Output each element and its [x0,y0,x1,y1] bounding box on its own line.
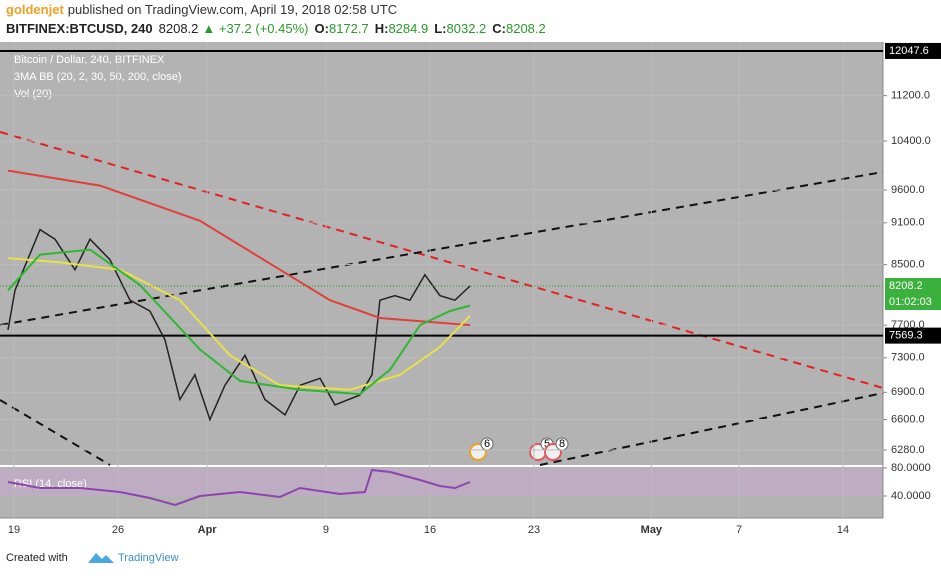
x-tick-label: 14 [837,524,849,536]
ohlc-key: O: [315,21,329,36]
header-line-1: goldenjet published on TradingView.com, A… [6,2,397,17]
y-tick-label: 9100.0 [891,217,925,229]
footer-brand[interactable]: TradingView [118,552,179,564]
x-tick-label: May [641,524,663,536]
series-line [7,257,471,391]
ohlc-value: 8284.9 [388,21,428,36]
ohlc-value: 8208.2 [506,21,546,36]
trendline [0,399,111,466]
level-label: 12047.6 [889,45,929,57]
x-tick-label: 7 [736,524,742,536]
level-tag [885,42,941,59]
brand-logo [88,553,114,563]
series-line [7,248,471,396]
x-tick-label: 16 [424,524,436,536]
y-tick-label: 40.0000 [891,490,931,502]
series-line [7,169,471,327]
ohlc: O:8172.7 H:8284.9 L:8032.2 C:8208.2 [315,21,546,36]
legend-item: Vol (20) [14,88,52,100]
x-tick-label: Apr [198,524,218,536]
footer-created: Created with [6,552,68,564]
event-markers: 6 5 8 [469,437,569,461]
y-tick-label: 6900.0 [891,386,925,398]
rsi-band [0,468,883,496]
y-tick-label: 10400.0 [891,135,931,147]
published: published on TradingView.com, April 19, … [68,2,397,17]
level-tag [885,327,941,344]
trendlines [0,131,884,466]
symbol: BITFINEX:BTCUSD, 240 [6,21,153,36]
event-count: 6 [484,438,490,450]
last-price-label: 8208.2 [889,280,923,292]
series-line [7,468,471,507]
event-count: 8 [559,438,565,450]
header-line-2: BITFINEX:BTCUSD, 240 8208.2 ▲ +37.2 (+0.45… [6,21,546,36]
x-tick-label: 23 [528,524,540,536]
x-tick-label: 9 [323,524,329,536]
countdown-tag [885,293,941,310]
price-pane [0,42,883,465]
y-tick-label: 6280.0 [891,444,925,456]
y-tick-label: 6600.0 [891,413,925,425]
countdown-label: 01:02:03 [889,296,932,308]
y-tick-label: 9600.0 [891,184,925,196]
trendline [0,171,884,326]
y-tick-label: 8500.0 [891,258,925,270]
legend-item: Bitcoin / Dollar, 240, BITFINEX [14,54,165,66]
event-count: 5 [544,438,550,450]
ohlc-value: 8172.7 [329,21,369,36]
y-tick-label: 11200.0 [891,90,930,102]
x-tick-label: 19 [8,524,20,536]
last-price-tag [885,277,941,294]
ohlc-key: H: [375,21,389,36]
author: goldenjet [6,2,64,17]
legend-item: 3MA BB (20, 2, 30, 50, 200, close) [14,71,182,83]
last: 8208.2 [159,21,199,36]
y-tick-label: 7300.0 [891,352,925,364]
ohlc-key: C: [492,21,506,36]
level-label: 7569.3 [889,330,923,342]
y-tick-label: 80.0000 [891,462,931,474]
x-tick-label: 26 [112,524,124,536]
ohlc-key: L: [434,21,446,36]
change: ▲ +37.2 (+0.45%) [202,21,308,36]
trendline [539,392,884,466]
ohlc-value: 8032.2 [447,21,487,36]
